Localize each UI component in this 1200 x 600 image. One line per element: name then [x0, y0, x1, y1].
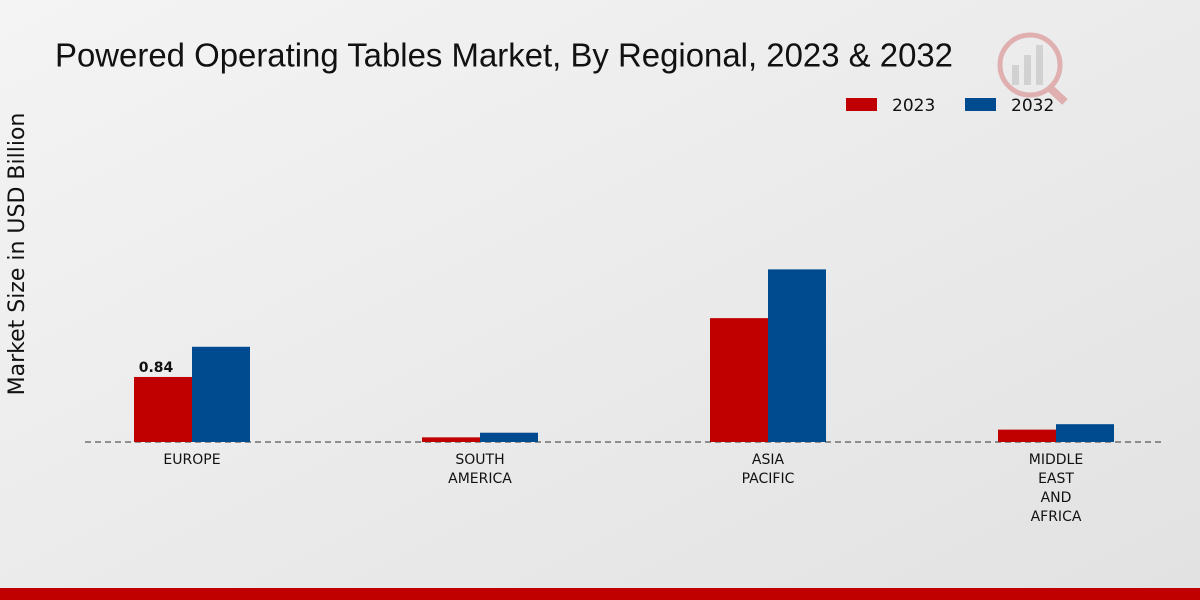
bar [1056, 424, 1114, 442]
legend-label: 2032 [1011, 96, 1054, 116]
bar [768, 269, 826, 442]
chart-title: Powered Operating Tables Market, By Regi… [55, 37, 953, 74]
bar [998, 429, 1056, 442]
legend-label: 2023 [892, 96, 935, 116]
x-tick-label: EUROPE [163, 452, 220, 468]
x-tick-label: SOUTH AMERICA [448, 452, 512, 487]
x-tick-label: ASIA PACIFIC [742, 452, 795, 487]
bar [710, 318, 768, 442]
bar [134, 376, 192, 442]
legend-swatch [965, 98, 996, 111]
logo [997, 32, 1068, 105]
x-tick-label: MIDDLE EAST AND AFRICA [1029, 452, 1083, 525]
bar [480, 432, 538, 442]
bar [192, 346, 250, 442]
y-axis-label: Market Size in USD Billion [5, 113, 30, 396]
legend-swatch [846, 98, 877, 111]
footer-bar [0, 588, 1200, 600]
bar [422, 437, 480, 442]
data-label: 0.84 [139, 360, 174, 376]
